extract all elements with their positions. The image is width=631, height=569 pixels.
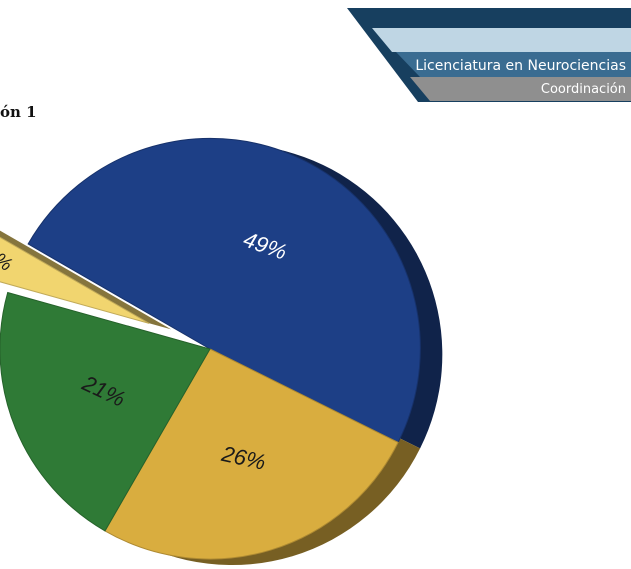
header-banner: Licenciatura en Neurociencias Coordinaci… xyxy=(347,8,631,102)
chart-title-fragment: ón 1 xyxy=(0,103,37,121)
banner-gray-band xyxy=(410,77,631,101)
pie-slice-4-percent xyxy=(0,236,150,324)
pie-slice-depth-4-percent xyxy=(0,230,172,330)
pie-slice-49-percent xyxy=(27,137,421,444)
department-name: Coordinación xyxy=(541,82,626,97)
pie-slice-21-percent xyxy=(0,291,211,532)
banner-light-band xyxy=(372,28,631,52)
program-name: Licenciatura en Neurociencias xyxy=(415,58,626,74)
banner-mid-band xyxy=(396,52,631,77)
pie-slice-26-percent xyxy=(104,348,399,560)
pie-slices-layer xyxy=(0,137,421,560)
